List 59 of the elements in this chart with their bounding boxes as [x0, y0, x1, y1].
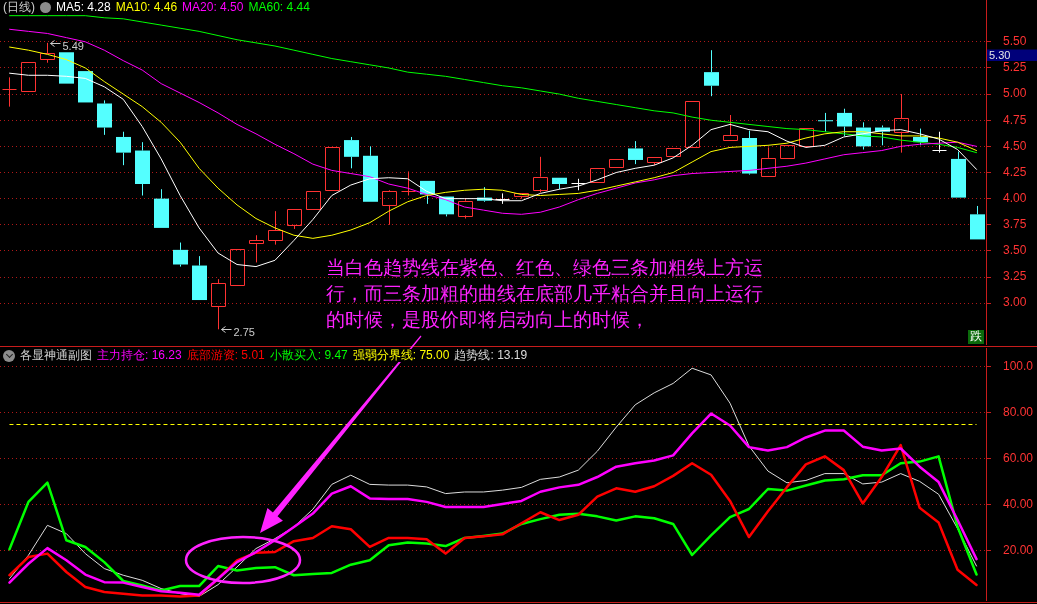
y-tick-label: 3.25: [1003, 269, 1027, 284]
candlestick: [552, 177, 567, 190]
text: 主力持仓: 16.23: [97, 348, 182, 362]
text: 5.30: [989, 48, 1011, 61]
candlestick: [742, 130, 757, 174]
candlestick: [135, 141, 150, 196]
text: 小散买入: 9.47: [269, 348, 348, 362]
candlestick: [116, 131, 131, 166]
candlestick: [363, 145, 378, 202]
annotation: 当白色趋势线在紫色、红色、绿色三条加粗线上方运行，而三条加粗的曲线在底部几乎粘合并且向上运行的时候，是股价即将启动向上的时候，: [326, 256, 763, 330]
candlestick: [495, 192, 510, 205]
candlestick: [268, 210, 283, 246]
text: MA60: 4.44: [248, 0, 310, 14]
candlestick: [344, 136, 359, 169]
y-tick-label: 5.00: [1003, 86, 1027, 101]
chart-title: 各显神通副图: [20, 348, 92, 362]
text: 底部游资: 5.01: [186, 348, 265, 362]
candlestick: [628, 140, 643, 165]
y-tick-label: 60.00: [1003, 450, 1034, 465]
text: MA20: 4.50: [182, 0, 244, 14]
candlestick: [932, 131, 947, 154]
y-tick-label: 4.50: [1003, 138, 1027, 153]
text: MA5: 4.28: [56, 0, 111, 14]
candlestick: [514, 193, 529, 200]
text: MA10: 4.46: [115, 0, 178, 14]
candlestick: [533, 156, 548, 193]
annotation: 5.49: [62, 39, 84, 52]
candlestick: [458, 198, 473, 219]
y-tick-label: 4.00: [1003, 190, 1027, 205]
y-tick-label: 4.25: [1003, 164, 1027, 179]
y-tick-label: 20.00: [1003, 542, 1034, 557]
candlestick: [894, 93, 909, 154]
y-tick-label: 5.25: [1003, 60, 1027, 75]
text: 趋势线: 13.19: [454, 348, 528, 362]
annotation: 2.75: [233, 325, 255, 338]
candlestick: [951, 151, 966, 198]
candlestick: [704, 49, 719, 97]
candlestick: [173, 242, 188, 268]
chart-title: (日线): [3, 0, 35, 14]
y-tick-label: 3.00: [1003, 295, 1027, 310]
candlestick: [249, 234, 264, 263]
y-tick-label: 3.50: [1003, 243, 1027, 258]
candlestick: [192, 255, 207, 301]
annotation: 跌: [970, 329, 982, 344]
y-tick-label: 4.75: [1003, 112, 1027, 127]
y-tick-label: 40.00: [1003, 496, 1034, 511]
candlestick: [818, 112, 833, 133]
candlestick: [723, 114, 738, 141]
y-tick-label: 100.0: [1003, 358, 1034, 373]
ref-line-label: 强弱分界线: 75.00: [352, 348, 450, 362]
y-tick-label: 3.75: [1003, 217, 1027, 232]
candlestick: [382, 191, 397, 226]
candlestick: [154, 188, 169, 228]
candlestick: [761, 146, 776, 177]
y-tick-label: 5.50: [1003, 34, 1027, 49]
candlestick: [97, 99, 112, 136]
candlestick: [401, 170, 416, 196]
candlestick: [2, 76, 17, 108]
y-tick-label: 80.00: [1003, 404, 1034, 419]
